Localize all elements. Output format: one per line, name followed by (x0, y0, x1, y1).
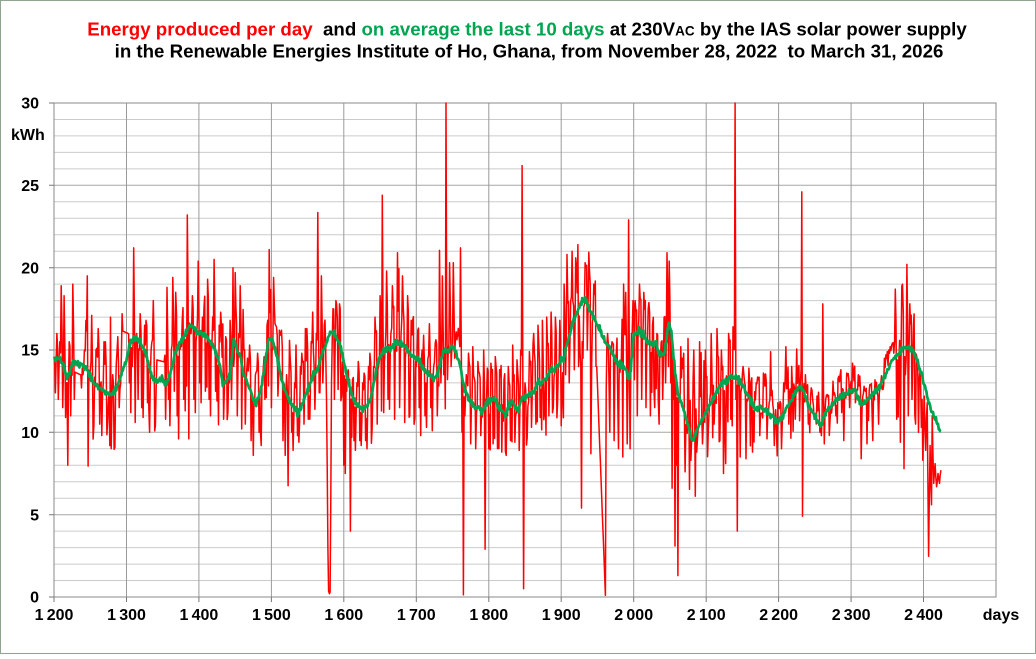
svg-text:2 000: 2 000 (614, 607, 653, 624)
svg-text:20: 20 (21, 260, 39, 277)
svg-text:Energy produced per day and o: Energy produced per day and on average t… (87, 19, 967, 40)
svg-text:10: 10 (21, 425, 39, 442)
svg-text:1 700: 1 700 (397, 607, 436, 624)
svg-text:0: 0 (30, 590, 39, 607)
svg-text:1 200: 1 200 (35, 607, 74, 624)
svg-text:1 900: 1 900 (542, 607, 581, 624)
svg-text:5: 5 (30, 507, 39, 524)
svg-text:2 200: 2 200 (759, 607, 798, 624)
svg-text:2 400: 2 400 (904, 607, 943, 624)
svg-text:2 100: 2 100 (687, 607, 726, 624)
svg-text:1 500: 1 500 (252, 607, 291, 624)
svg-text:1 400: 1 400 (180, 607, 219, 624)
svg-text:1 800: 1 800 (469, 607, 508, 624)
svg-text:kWh: kWh (11, 127, 45, 144)
svg-text:30: 30 (21, 96, 39, 113)
svg-text:days: days (983, 607, 1020, 624)
svg-text:1 600: 1 600 (324, 607, 363, 624)
svg-text:in the Renewable Energies Inst: in the Renewable Energies Institute of H… (115, 41, 944, 62)
svg-text:15: 15 (21, 343, 39, 360)
svg-text:25: 25 (21, 178, 39, 195)
svg-text:2 300: 2 300 (832, 607, 871, 624)
svg-text:1 300: 1 300 (107, 607, 146, 624)
